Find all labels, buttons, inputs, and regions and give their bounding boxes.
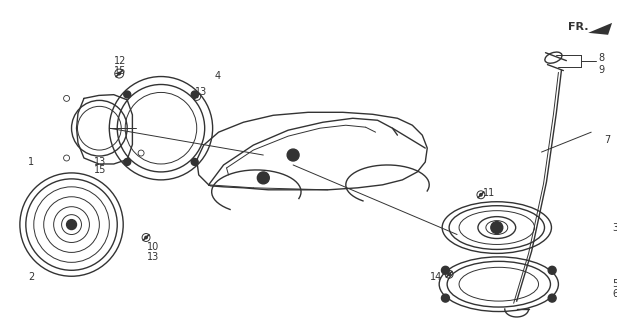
Text: 15: 15 <box>114 66 126 76</box>
Circle shape <box>196 95 198 98</box>
Text: 15: 15 <box>94 165 107 175</box>
Circle shape <box>287 149 299 161</box>
Circle shape <box>257 172 269 184</box>
Text: 9: 9 <box>598 65 604 75</box>
Text: 5: 5 <box>612 279 617 289</box>
Circle shape <box>480 194 482 196</box>
Text: 2: 2 <box>28 272 34 282</box>
Text: 6: 6 <box>612 289 617 299</box>
Polygon shape <box>588 23 612 35</box>
Circle shape <box>191 91 198 98</box>
Circle shape <box>145 236 147 239</box>
Text: 12: 12 <box>114 56 126 66</box>
Circle shape <box>124 158 131 165</box>
Text: 8: 8 <box>598 53 604 63</box>
Circle shape <box>118 72 120 75</box>
Circle shape <box>491 222 503 234</box>
Text: 11: 11 <box>483 188 495 198</box>
Circle shape <box>124 91 131 98</box>
Text: 1: 1 <box>28 157 34 167</box>
Text: 14: 14 <box>430 272 442 282</box>
Text: 3: 3 <box>612 223 617 233</box>
Text: 10: 10 <box>147 243 159 252</box>
Text: 13: 13 <box>195 87 207 97</box>
Text: 13: 13 <box>94 157 107 167</box>
Circle shape <box>548 294 556 302</box>
Circle shape <box>442 266 449 274</box>
Circle shape <box>548 266 556 274</box>
Circle shape <box>67 220 77 229</box>
Text: 4: 4 <box>215 70 221 81</box>
Circle shape <box>191 158 198 165</box>
Text: 7: 7 <box>604 135 610 145</box>
Text: 13: 13 <box>147 252 159 262</box>
Text: FR.: FR. <box>568 22 589 32</box>
Circle shape <box>442 294 449 302</box>
Circle shape <box>448 273 450 276</box>
